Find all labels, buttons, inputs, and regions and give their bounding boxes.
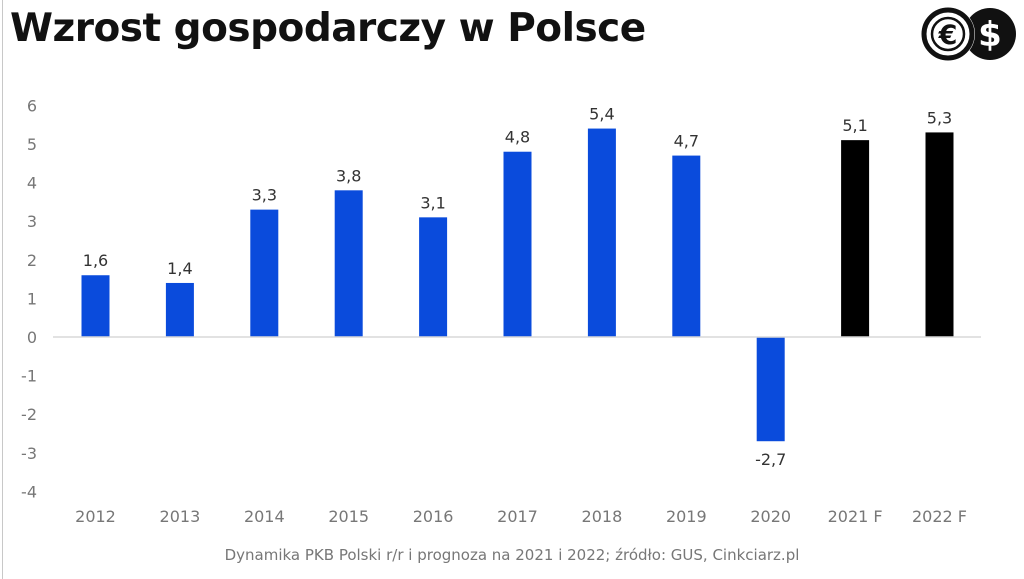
- data-label: 3,3: [252, 186, 277, 205]
- bar-2013: [165, 282, 194, 337]
- data-label: 5,4: [589, 105, 614, 124]
- svg-text:$: $: [978, 15, 1002, 55]
- y-tick-label: -2: [21, 405, 37, 424]
- x-tick-label: 2016: [413, 507, 454, 526]
- x-tick-label: 2015: [328, 507, 369, 526]
- data-label: 5,3: [927, 108, 952, 127]
- bar-2016: [419, 217, 448, 337]
- y-tick-label: -1: [21, 367, 37, 386]
- y-tick-label: 2: [27, 251, 37, 270]
- x-tick-label: 2018: [582, 507, 623, 526]
- chart-caption: Dynamika PKB Polski r/r i prognoza na 20…: [224, 546, 800, 564]
- frame-border: [2, 0, 3, 579]
- y-tick-label: -4: [21, 482, 37, 501]
- y-tick-label: -3: [21, 444, 37, 463]
- bar-2012: [81, 275, 110, 337]
- svg-text:€: €: [938, 20, 958, 51]
- data-label: 3,1: [420, 193, 445, 212]
- x-tick-label: 2022 F: [912, 507, 967, 526]
- data-label: 1,4: [167, 259, 192, 278]
- x-tick-label: 2019: [666, 507, 707, 526]
- data-label: 1,6: [83, 251, 108, 270]
- bar-2017: [503, 151, 532, 337]
- chart-title: Wzrost gospodarczy w Polsce: [10, 6, 646, 51]
- bar-2021-F: [841, 140, 870, 337]
- x-tick-label: 2012: [75, 507, 116, 526]
- bar-2020: [756, 337, 785, 442]
- data-label: 4,7: [674, 132, 699, 151]
- y-tick-label: 4: [27, 174, 37, 193]
- x-tick-label: 2014: [244, 507, 285, 526]
- bar-2018: [587, 128, 616, 337]
- bar-2015: [334, 190, 363, 337]
- bar-2014: [250, 209, 279, 337]
- data-label: 5,1: [842, 116, 867, 135]
- y-tick-label: 1: [27, 289, 37, 308]
- dollar-icon: $: [964, 8, 1016, 60]
- bar-2022-F: [925, 132, 954, 337]
- y-tick-label: 0: [27, 328, 37, 347]
- data-label: -2,7: [755, 450, 786, 469]
- euro-icon: €: [921, 7, 975, 61]
- y-tick-label: 5: [27, 135, 37, 154]
- cinkciarz-logo: $ €: [920, 6, 1016, 66]
- x-tick-label: 2013: [160, 507, 201, 526]
- x-tick-label: 2021 F: [828, 507, 883, 526]
- x-tick-label: 2017: [497, 507, 538, 526]
- y-tick-label: 3: [27, 212, 37, 231]
- data-label: 4,8: [505, 128, 530, 147]
- data-label: 3,8: [336, 166, 361, 185]
- bar-2019: [672, 155, 701, 337]
- y-tick-label: 6: [27, 96, 37, 115]
- x-tick-label: 2020: [750, 507, 791, 526]
